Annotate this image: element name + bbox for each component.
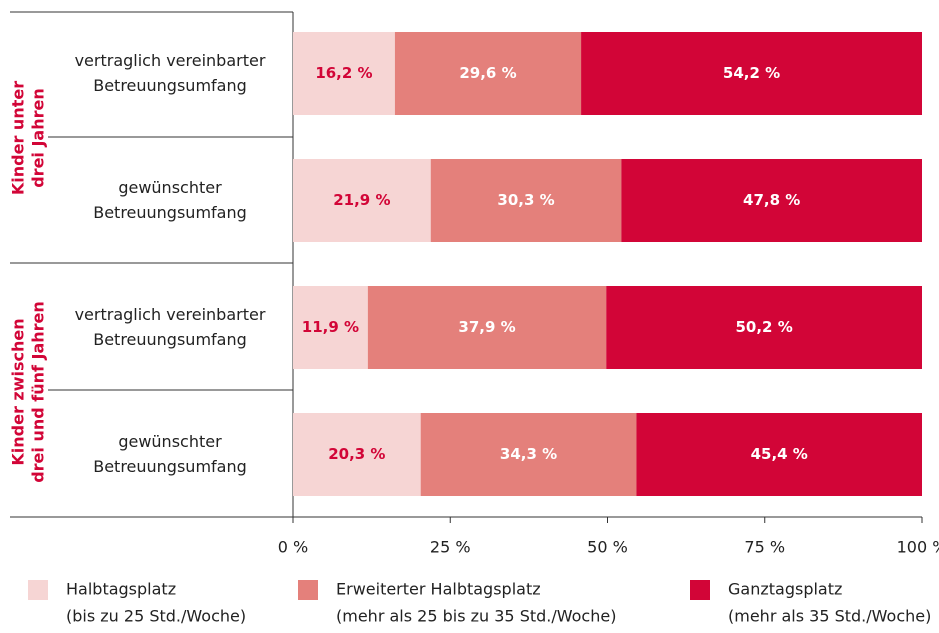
bar-segment	[367, 286, 607, 369]
group-label: drei Jahren	[29, 88, 48, 188]
bar-segment	[606, 286, 922, 369]
category-label: Betreuungsumfang	[93, 76, 247, 95]
category-label: gewünschter	[118, 178, 222, 197]
value-label: 54,2 %	[723, 64, 780, 82]
value-label: 20,3 %	[328, 445, 385, 463]
group-label: Kinder zwischen	[9, 318, 28, 465]
x-tick-label: 100 %	[897, 538, 939, 557]
bar-segment	[293, 413, 421, 496]
value-label: 30,3 %	[497, 191, 554, 209]
bar-segment	[394, 32, 582, 115]
legend-swatch	[298, 580, 318, 600]
category-label: vertraglich vereinbarter	[75, 51, 266, 70]
value-label: 34,3 %	[500, 445, 557, 463]
bar-segment	[581, 32, 922, 115]
bar-segment	[621, 159, 922, 242]
value-label: 11,9 %	[302, 318, 359, 336]
legend-label: Halbtagsplatz	[66, 580, 176, 599]
legend-label: Erweiterter Halbtagsplatz	[336, 580, 541, 599]
x-tick-label: 75 %	[744, 538, 785, 557]
value-label: 50,2 %	[735, 318, 792, 336]
bar-segment	[420, 413, 637, 496]
legend-description: (mehr als 35 Std./Woche)	[728, 607, 931, 626]
bar-segment	[293, 159, 431, 242]
legend-swatch	[28, 580, 48, 600]
bar-segment	[636, 413, 922, 496]
value-label: 47,8 %	[743, 191, 800, 209]
legend-description: (bis zu 25 Std./Woche)	[66, 607, 246, 626]
legend-description: (mehr als 25 bis zu 35 Std./Woche)	[336, 607, 616, 626]
value-label: 29,6 %	[459, 64, 516, 82]
bar-segment	[293, 32, 395, 115]
value-label: 16,2 %	[315, 64, 372, 82]
value-label: 21,9 %	[333, 191, 390, 209]
legend-label: Ganztagsplatz	[728, 580, 842, 599]
value-label: 37,9 %	[458, 318, 515, 336]
category-label: vertraglich vereinbarter	[75, 305, 266, 324]
category-label: Betreuungsumfang	[93, 457, 247, 476]
group-label: drei und fünf Jahren	[29, 301, 48, 483]
value-label: 45,4 %	[751, 445, 808, 463]
bar-segment	[293, 286, 368, 369]
group-label: Kinder unter	[9, 81, 28, 195]
legend-swatch	[690, 580, 710, 600]
category-label: gewünschter	[118, 432, 222, 451]
category-label: Betreuungsumfang	[93, 330, 247, 349]
bar-segment	[430, 159, 622, 242]
x-tick-label: 50 %	[587, 538, 628, 557]
category-label: Betreuungsumfang	[93, 203, 247, 222]
x-tick-label: 0 %	[278, 538, 308, 557]
x-tick-label: 25 %	[430, 538, 471, 557]
